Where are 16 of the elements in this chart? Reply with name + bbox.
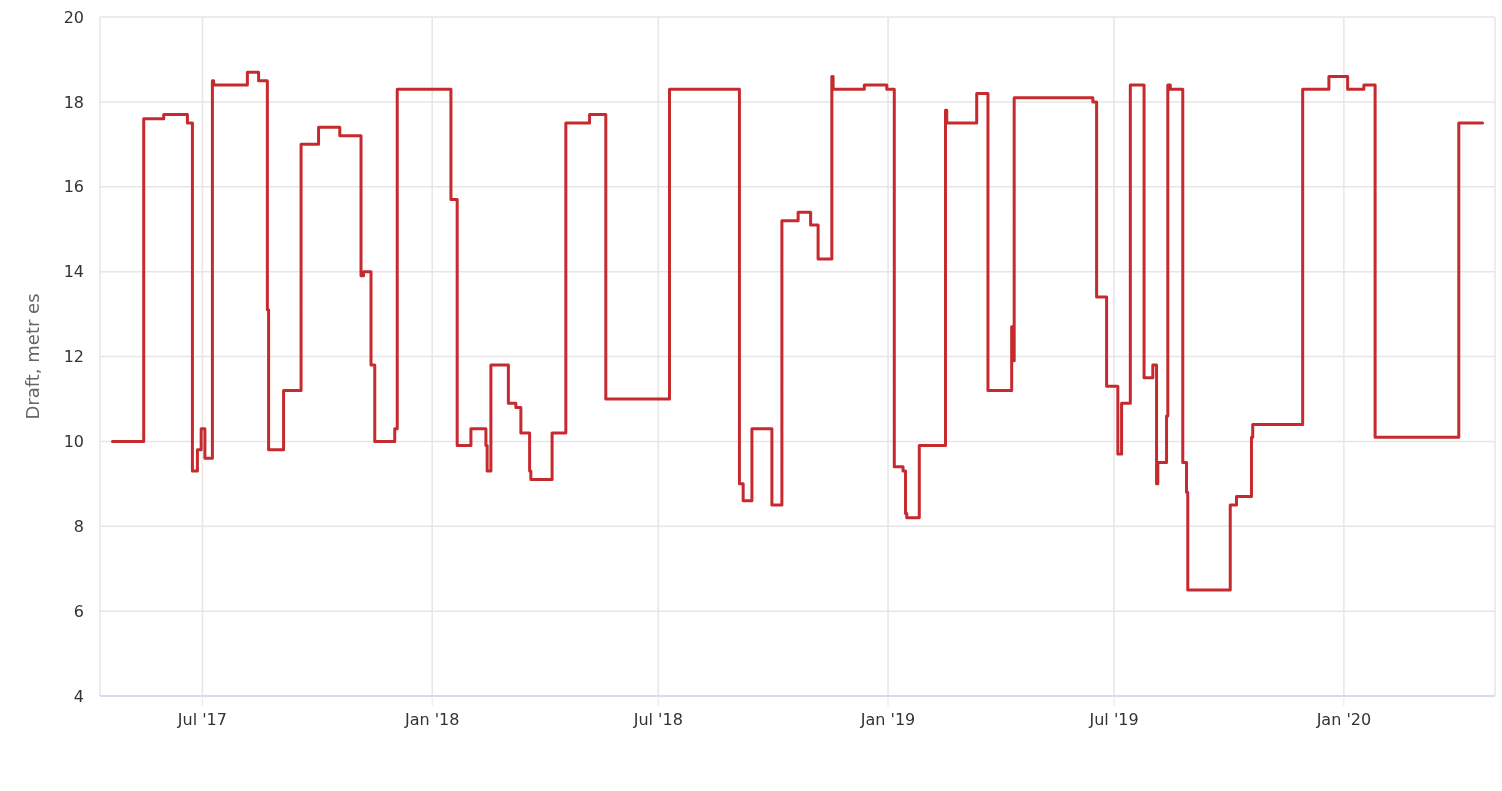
y-tick-label: 4 bbox=[73, 686, 84, 706]
x-tick-label: Jan '20 bbox=[1315, 710, 1372, 730]
y-tick-label: 16 bbox=[63, 177, 84, 197]
y-tick-label: 18 bbox=[63, 92, 84, 112]
y-tick-label: 10 bbox=[63, 432, 84, 452]
y-tick-label: 12 bbox=[63, 347, 84, 367]
x-tick-label: Jul '17 bbox=[176, 710, 227, 730]
x-tick-label: Jul '18 bbox=[632, 710, 683, 730]
y-tick-label: 14 bbox=[63, 262, 84, 282]
x-tick-label: Jul '19 bbox=[1088, 710, 1139, 730]
y-axis-title: Draft, metr es bbox=[21, 293, 43, 420]
y-tick-label: 6 bbox=[73, 601, 84, 621]
x-tick-label: Jan '18 bbox=[403, 710, 460, 730]
y-tick-label: 20 bbox=[63, 7, 84, 27]
x-tick-label: Jan '19 bbox=[859, 710, 916, 730]
y-tick-label: 8 bbox=[73, 516, 84, 536]
